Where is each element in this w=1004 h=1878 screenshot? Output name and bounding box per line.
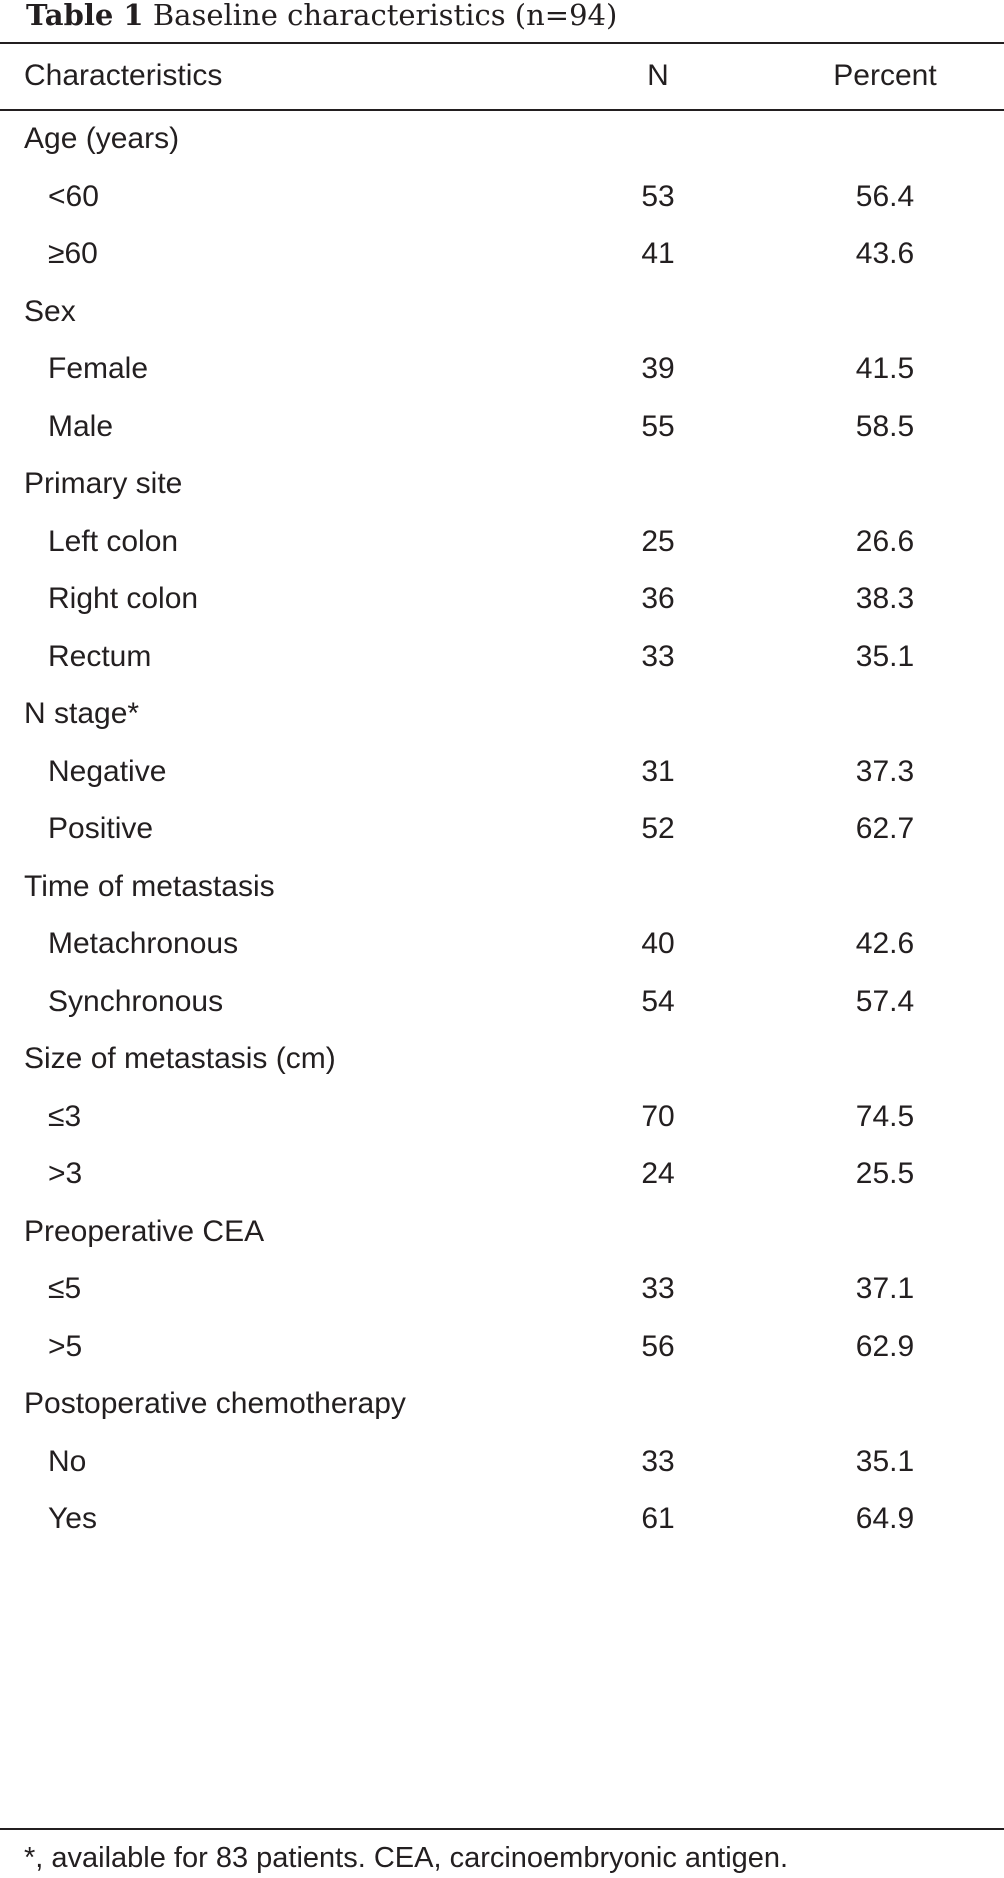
table-group-row: Time of metastasis	[0, 852, 1004, 921]
table-row: No 33 35.1	[0, 1427, 1004, 1496]
row-label: Positive	[48, 812, 154, 845]
header-n: N	[647, 59, 669, 92]
table-row: Positive 52 62.7	[0, 794, 1004, 863]
table-top-rule	[0, 42, 1004, 44]
row-label: Primary site	[24, 467, 183, 500]
row-n: 33	[641, 1272, 675, 1305]
row-label: Negative	[48, 754, 167, 788]
row-label: Time of metastasis	[24, 869, 275, 903]
row-percent: 41.5	[855, 352, 915, 385]
row-label: ≥60	[48, 237, 98, 270]
row-n: 52	[641, 812, 675, 845]
row-label: >5	[48, 1329, 83, 1363]
table-group-row: Primary site	[0, 449, 1004, 518]
table-group-row: Size of metastasis (cm)	[0, 1024, 1004, 1093]
table-row: Yes 61 64.9	[0, 1484, 1004, 1553]
row-percent: 38.3	[855, 582, 915, 615]
row-percent: 64.9	[855, 1502, 915, 1535]
table-caption: Table 1 Baseline characteristics (n=94)	[26, 0, 617, 40]
row-percent: 42.6	[855, 927, 915, 960]
row-percent: 43.6	[855, 237, 915, 270]
row-label: ≤5	[48, 1272, 82, 1305]
table-group-row: Age (years)	[0, 104, 1004, 173]
row-n: 31	[641, 754, 675, 788]
row-percent: 35.1	[855, 1444, 915, 1478]
row-label: ≤3	[48, 1099, 82, 1133]
table-row: >5 56 62.9	[0, 1312, 1004, 1381]
row-label: Size of metastasis (cm)	[24, 1042, 336, 1075]
row-n: 39	[641, 352, 675, 385]
row-percent: 62.9	[855, 1329, 915, 1363]
table-row: Right colon 36 38.3	[0, 564, 1004, 633]
row-label: Left colon	[48, 524, 179, 558]
row-percent: 37.3	[855, 754, 915, 788]
row-n: 54	[641, 984, 675, 1018]
table-footnote: *, available for 83 patients. CEA, carci…	[24, 1842, 789, 1874]
table-row: ≤5 33 37.1	[0, 1254, 1004, 1323]
table-row: Synchronous 54 57.4	[0, 967, 1004, 1036]
row-n: 70	[641, 1099, 675, 1133]
table-row: Metachronous 40 42.6	[0, 909, 1004, 978]
table-caption-label: Table 1	[26, 0, 144, 32]
row-n: 56	[641, 1329, 675, 1363]
row-label: No	[48, 1444, 87, 1478]
row-label: Synchronous	[48, 984, 224, 1018]
table-header-row: Characteristics N Percent	[0, 43, 1004, 109]
header-percent: Percent	[833, 59, 937, 92]
row-percent: 25.5	[855, 1157, 915, 1190]
row-label: Right colon	[48, 582, 199, 615]
table-row: Female 39 41.5	[0, 334, 1004, 403]
table-bottom-rule	[0, 1828, 1004, 1830]
row-n: 33	[641, 1444, 675, 1478]
row-label: Female	[48, 352, 149, 385]
table-row: ≤3 70 74.5	[0, 1082, 1004, 1151]
table-group-row: Sex	[0, 277, 1004, 346]
row-percent: 58.5	[855, 409, 915, 443]
row-label: Age (years)	[24, 122, 180, 155]
row-percent: 57.4	[855, 984, 915, 1018]
table-header-rule	[0, 109, 1004, 111]
row-label: Sex	[24, 294, 76, 328]
row-n: 36	[641, 582, 675, 615]
row-label: Rectum	[48, 639, 152, 673]
row-n: 40	[641, 927, 675, 960]
table-row: <60 53 56.4	[0, 162, 1004, 231]
row-label: Yes	[48, 1502, 97, 1535]
row-percent: 74.5	[855, 1099, 915, 1133]
table-group-row: N stage*	[0, 679, 1004, 748]
row-label: Metachronous	[48, 927, 239, 960]
row-n: 53	[641, 179, 675, 213]
row-label: Preoperative CEA	[24, 1214, 265, 1248]
table-row: ≥60 41 43.6	[0, 219, 1004, 288]
row-percent: 56.4	[855, 179, 915, 213]
row-label: >3	[48, 1157, 83, 1190]
row-percent: 26.6	[855, 524, 915, 558]
row-percent: 62.7	[855, 812, 915, 845]
row-percent: 35.1	[855, 639, 915, 673]
row-n: 25	[641, 524, 675, 558]
row-label: Postoperative chemotherapy	[24, 1387, 406, 1420]
table-group-row: Postoperative chemotherapy	[0, 1369, 1004, 1438]
table-caption-text: Baseline characteristics (n=94)	[152, 0, 618, 32]
row-n: 33	[641, 639, 675, 673]
row-n: 61	[641, 1502, 675, 1535]
table-row: Male 55 58.5	[0, 392, 1004, 461]
row-n: 41	[641, 237, 675, 270]
table-row: Negative 31 37.3	[0, 737, 1004, 806]
row-n: 24	[641, 1157, 675, 1190]
row-percent: 37.1	[855, 1272, 915, 1305]
table-row: Rectum 33 35.1	[0, 622, 1004, 691]
row-label: Male	[48, 409, 114, 443]
table-row: >3 24 25.5	[0, 1139, 1004, 1208]
table-group-row: Preoperative CEA	[0, 1197, 1004, 1266]
row-n: 55	[641, 409, 675, 443]
header-characteristics: Characteristics	[24, 59, 223, 92]
table-row: Left colon 25 26.6	[0, 507, 1004, 576]
row-label: <60	[48, 179, 99, 213]
row-label: N stage*	[24, 697, 140, 730]
